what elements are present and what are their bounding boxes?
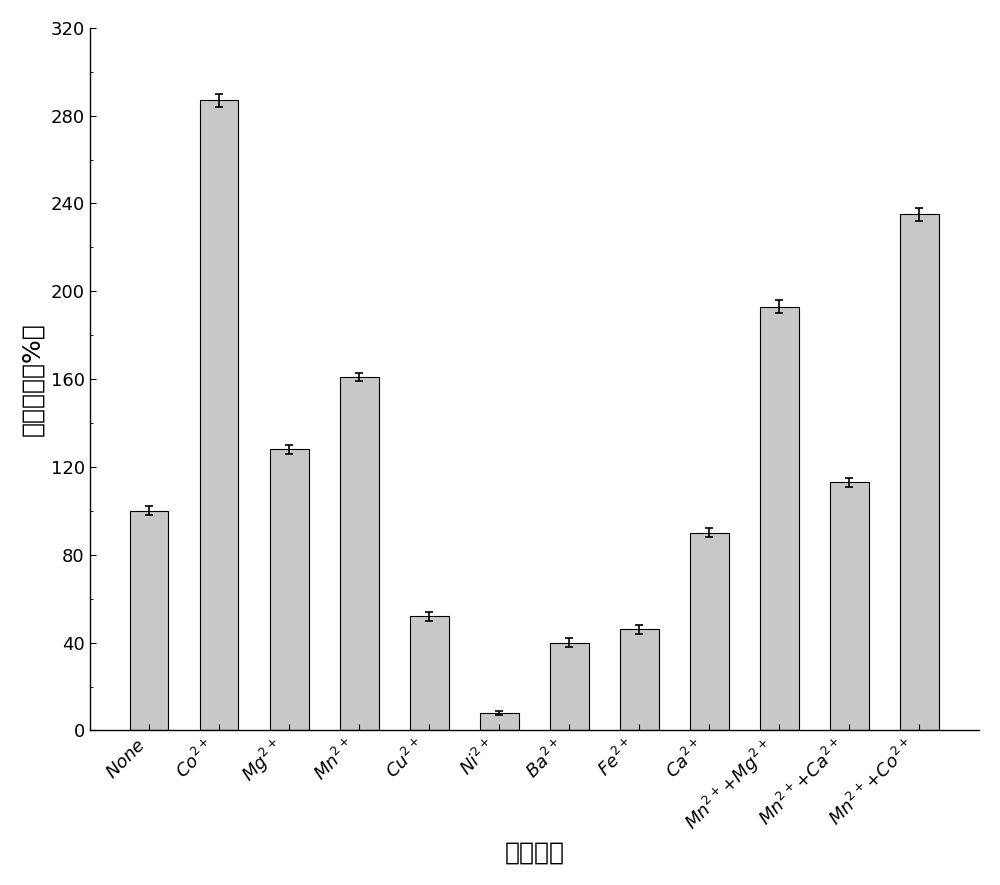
- Bar: [130, 511, 168, 730]
- Bar: [480, 713, 519, 730]
- Bar: [200, 100, 238, 730]
- Bar: [340, 377, 379, 730]
- Bar: [830, 482, 869, 730]
- Bar: [690, 533, 729, 730]
- Bar: [620, 629, 659, 730]
- Bar: [760, 307, 799, 730]
- Bar: [550, 643, 589, 730]
- X-axis label: 金属离子: 金属离子: [504, 840, 564, 864]
- Bar: [410, 616, 449, 730]
- Bar: [900, 214, 939, 730]
- Y-axis label: 相对醂活（%）: 相对醂活（%）: [21, 322, 45, 436]
- Bar: [270, 450, 309, 730]
